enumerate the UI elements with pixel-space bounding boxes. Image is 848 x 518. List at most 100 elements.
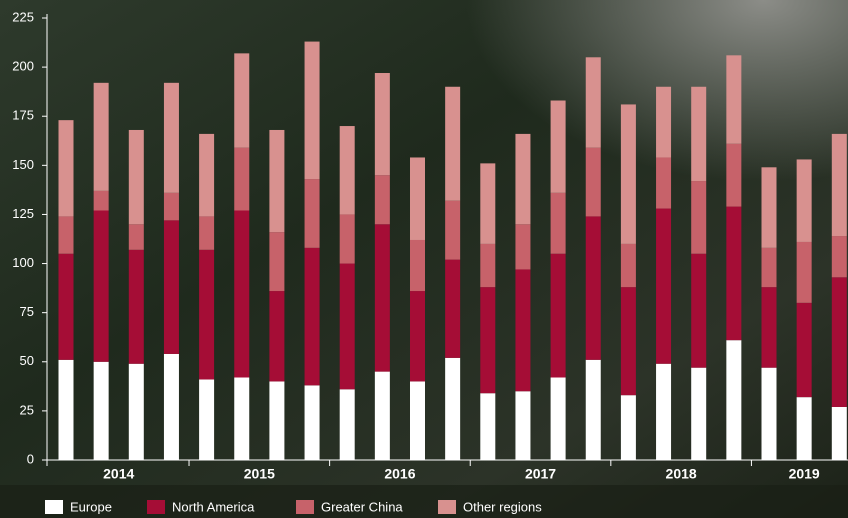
- y-tick-label: 225: [12, 9, 34, 24]
- bar-segment: [128, 129, 144, 225]
- bar-segment: [480, 243, 496, 288]
- y-tick-label: 150: [12, 157, 34, 172]
- bar-segment: [656, 208, 672, 364]
- y-tick-label: 50: [20, 353, 34, 368]
- y-tick-label: 175: [12, 108, 34, 123]
- bar-segment: [410, 157, 425, 240]
- bar-segment: [550, 100, 566, 193]
- bar-segment: [445, 357, 461, 460]
- bar-segment: [656, 86, 672, 158]
- bar-segment: [58, 216, 74, 254]
- bar-segment: [761, 167, 777, 248]
- legend-label: Other regions: [463, 499, 542, 514]
- bar-segment: [831, 277, 847, 407]
- bar-segment: [374, 371, 390, 460]
- bar-segment: [796, 302, 812, 398]
- bar-segment: [620, 243, 636, 288]
- bar-segment: [234, 53, 250, 148]
- year-label: 2018: [666, 466, 697, 482]
- bar-segment: [410, 381, 425, 460]
- bar-segment: [480, 163, 496, 244]
- y-tick-label: 25: [20, 402, 34, 417]
- y-tick-label: 100: [12, 255, 34, 270]
- bar-segment: [339, 263, 355, 390]
- bar-segment: [339, 126, 355, 215]
- bar-segment: [726, 143, 742, 207]
- bar-segment: [128, 249, 144, 364]
- bar-segment: [691, 181, 707, 254]
- bar-segment: [656, 363, 672, 460]
- legend-label: Greater China: [321, 499, 403, 514]
- bar-segment: [304, 179, 320, 248]
- y-tick-label: 75: [20, 304, 34, 319]
- bar-segment: [58, 253, 74, 360]
- bar-segment: [410, 239, 425, 292]
- bar-segment: [726, 55, 742, 144]
- bar-segment: [269, 232, 285, 292]
- bar-segment: [93, 210, 109, 362]
- year-label: 2019: [789, 466, 820, 482]
- bar-segment: [656, 157, 672, 209]
- bar-segment: [304, 247, 320, 386]
- bar-segment: [234, 147, 250, 211]
- bar-segment: [199, 216, 215, 250]
- bar-segment: [480, 287, 496, 394]
- y-tick-label: 0: [27, 451, 34, 466]
- bar-segment: [585, 57, 601, 148]
- bar-segment: [620, 104, 636, 244]
- year-label: 2015: [244, 466, 275, 482]
- bar-segment: [585, 147, 601, 217]
- bar-segment: [691, 86, 707, 182]
- legend-swatch: [45, 500, 63, 514]
- bar-segment: [304, 41, 320, 180]
- bar-segment: [691, 367, 707, 460]
- year-label: 2017: [525, 466, 556, 482]
- bar-segment: [93, 190, 109, 211]
- bar-segment: [550, 192, 566, 254]
- bar-segment: [58, 120, 74, 217]
- bar-segment: [550, 377, 566, 460]
- bar-segment: [374, 224, 390, 372]
- bar-segment: [620, 287, 636, 396]
- bar-segment: [620, 395, 636, 460]
- bar-segment: [726, 340, 742, 460]
- legend-label: Europe: [70, 499, 112, 514]
- legend-band: [0, 485, 848, 518]
- bar-segment: [128, 224, 144, 250]
- bar-segment: [445, 200, 461, 260]
- bar-segment: [163, 353, 179, 460]
- bar-segment: [234, 210, 250, 378]
- bar-segment: [234, 377, 250, 460]
- bar-segment: [480, 393, 496, 460]
- bar-segment: [58, 359, 74, 460]
- bar-segment: [761, 247, 777, 288]
- bar-segment: [691, 253, 707, 368]
- bar-segment: [269, 381, 285, 460]
- bar-segment: [445, 259, 461, 358]
- bar-segment: [796, 241, 812, 303]
- year-label: 2014: [103, 466, 134, 482]
- bar-segment: [515, 133, 531, 225]
- bar-segment: [339, 389, 355, 460]
- bar-segment: [269, 129, 285, 233]
- bar-segment: [550, 253, 566, 378]
- bar-segment: [163, 220, 179, 354]
- y-tick-label: 125: [12, 206, 34, 221]
- legend-swatch: [147, 500, 165, 514]
- bar-segment: [199, 133, 215, 217]
- bar-segment: [831, 236, 847, 278]
- bar-segment: [761, 367, 777, 460]
- bar-segment: [304, 385, 320, 460]
- bar-segment: [374, 175, 390, 225]
- bar-segment: [515, 269, 531, 392]
- bar-segment: [199, 379, 215, 460]
- bar-segment: [445, 86, 461, 201]
- bar-segment: [515, 391, 531, 460]
- bar-segment: [410, 291, 425, 382]
- bar-segment: [163, 82, 179, 193]
- bar-segment: [515, 224, 531, 270]
- year-label: 2016: [384, 466, 415, 482]
- bar-segment: [726, 206, 742, 341]
- bar-segment: [585, 359, 601, 460]
